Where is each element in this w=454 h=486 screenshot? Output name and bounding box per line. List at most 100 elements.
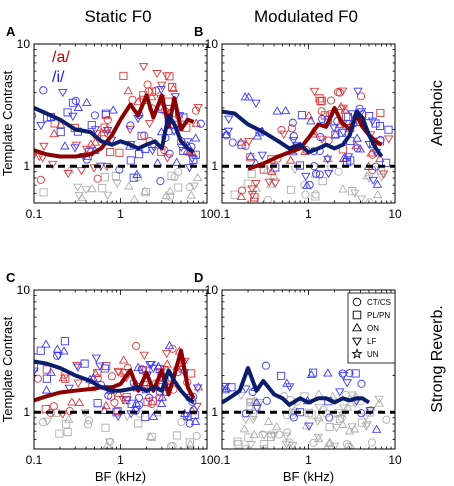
a-point bbox=[133, 96, 143, 106]
i-point bbox=[277, 371, 286, 380]
i-point bbox=[135, 150, 144, 159]
series-line-a bbox=[34, 93, 195, 159]
gray-point bbox=[372, 189, 383, 199]
y-tick-label: 10 bbox=[17, 37, 31, 51]
i-point bbox=[375, 121, 385, 131]
gray-point bbox=[145, 431, 156, 440]
gray-point bbox=[230, 190, 239, 199]
gray-point bbox=[170, 173, 179, 182]
a-point bbox=[49, 402, 58, 411]
x-tick-label: 1 bbox=[117, 207, 124, 221]
gray-point bbox=[263, 195, 272, 203]
a-point bbox=[90, 137, 101, 146]
i-point bbox=[60, 337, 69, 346]
a-point bbox=[264, 178, 274, 187]
i-point bbox=[164, 340, 175, 350]
x-tick-label: 0.1 bbox=[214, 207, 231, 221]
a-point bbox=[143, 398, 152, 407]
gray-point bbox=[304, 408, 313, 417]
a-point bbox=[315, 94, 324, 103]
a-point bbox=[128, 95, 137, 104]
gray-point bbox=[349, 424, 360, 433]
gray-point bbox=[329, 442, 340, 449]
gray-point bbox=[233, 437, 242, 446]
gray-point bbox=[287, 185, 296, 194]
i-point bbox=[126, 156, 135, 165]
a-point bbox=[74, 397, 85, 406]
a-point bbox=[73, 379, 84, 388]
gray-point bbox=[77, 192, 87, 202]
i-point bbox=[251, 397, 262, 406]
i-point bbox=[357, 379, 366, 388]
i-point bbox=[127, 399, 136, 408]
gray-point bbox=[344, 426, 355, 435]
x-tick-label: 0.1 bbox=[26, 207, 43, 221]
i-point bbox=[80, 359, 89, 368]
i-point bbox=[355, 144, 365, 153]
a-point bbox=[71, 141, 82, 150]
column-title-static: Static F0 bbox=[84, 7, 151, 26]
i-point bbox=[34, 112, 37, 120]
legend-marker-star bbox=[351, 348, 363, 359]
i-point bbox=[329, 124, 339, 133]
i-point bbox=[133, 362, 143, 371]
i-point bbox=[353, 87, 363, 96]
a-point bbox=[191, 118, 202, 127]
gray-point bbox=[338, 184, 348, 193]
panel-letter: C bbox=[6, 270, 16, 285]
a-point bbox=[193, 103, 203, 113]
i-point bbox=[367, 117, 378, 126]
a-point bbox=[249, 197, 258, 203]
gray-point bbox=[301, 190, 310, 199]
i-point bbox=[41, 385, 52, 394]
a-point bbox=[55, 119, 66, 129]
y-tick-label: 10 bbox=[205, 283, 219, 297]
i-point bbox=[371, 424, 382, 433]
gray-point bbox=[102, 191, 113, 200]
a-point bbox=[375, 153, 385, 162]
gray-point bbox=[248, 416, 258, 425]
i-point bbox=[156, 398, 167, 408]
y-tick-label: 1 bbox=[211, 159, 218, 173]
i-point bbox=[262, 396, 271, 405]
a-point bbox=[304, 111, 314, 120]
i-point bbox=[126, 121, 135, 130]
gray-point bbox=[147, 432, 156, 441]
panel-c: 0.1 1 10 1 10 BF (kHz) Template Contrast C bbox=[0, 270, 214, 484]
a-point bbox=[247, 185, 257, 194]
gray-point bbox=[177, 417, 186, 427]
i-point bbox=[228, 138, 237, 147]
i-point bbox=[108, 105, 118, 114]
i-point bbox=[99, 405, 110, 414]
i-point bbox=[102, 127, 113, 136]
a-point bbox=[39, 142, 49, 151]
gray-point bbox=[342, 402, 353, 411]
vowel-label: /i/ bbox=[52, 69, 65, 86]
gray-point bbox=[63, 427, 72, 437]
i-point bbox=[190, 133, 201, 142]
i-point bbox=[182, 138, 193, 147]
a-point bbox=[337, 87, 348, 96]
a-point bbox=[270, 179, 281, 188]
i-point bbox=[24, 357, 32, 364]
a-point bbox=[132, 341, 141, 350]
i-point bbox=[58, 88, 68, 98]
a-point bbox=[322, 153, 333, 162]
i-point bbox=[68, 98, 77, 107]
a-point bbox=[162, 359, 172, 368]
y-tick-label: 10 bbox=[205, 37, 219, 51]
gray-point bbox=[361, 422, 371, 431]
i-point bbox=[87, 121, 96, 130]
i-point bbox=[245, 151, 256, 160]
legend-marker-square bbox=[352, 310, 362, 320]
gray-point bbox=[266, 432, 276, 442]
i-point bbox=[305, 180, 314, 189]
a-point bbox=[250, 193, 259, 202]
gray-point bbox=[313, 417, 323, 426]
y-axis-label: Template Contrast bbox=[0, 316, 15, 422]
i-point bbox=[324, 397, 333, 406]
gray-point bbox=[83, 420, 93, 429]
a-point bbox=[279, 130, 289, 139]
gray-point bbox=[248, 412, 259, 421]
